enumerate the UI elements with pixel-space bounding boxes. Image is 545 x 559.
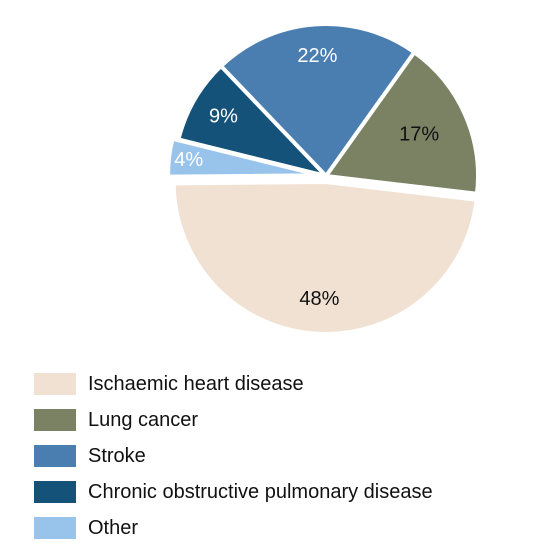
legend-label: Other (88, 516, 139, 539)
pie-slice-other (166, 136, 323, 179)
legend-label: Stroke (88, 444, 146, 467)
slice-label-other: 4% (174, 149, 203, 171)
slice-label-lung-cancer: 17% (399, 124, 439, 146)
pie-slice-stroke (218, 22, 417, 178)
legend-swatch (34, 481, 76, 503)
legend-item-stroke: Stroke (34, 438, 433, 474)
legend-swatch (34, 445, 76, 467)
slice-label-stroke: 22% (297, 45, 337, 67)
slice-label-copd: 9% (209, 106, 238, 128)
legend-item-lung-cancer: Lung cancer (34, 402, 433, 438)
pie-slice-ischaemic-heart-disease (171, 179, 479, 336)
legend-swatch (34, 373, 76, 395)
legend-swatch (34, 517, 76, 539)
legend-swatch (34, 409, 76, 431)
slice-label-ischaemic-heart-disease: 48% (299, 288, 339, 310)
legend-item-copd: Chronic obstructive pulmonary disease (34, 474, 433, 510)
legend-item-ischaemic-heart-disease: Ischaemic heart disease (34, 366, 433, 402)
legend-item-other: Other (34, 510, 433, 546)
legend-label: Lung cancer (88, 408, 199, 431)
pie-slice-lung-cancer (324, 50, 480, 196)
legend: Ischaemic heart disease Lung cancer Stro… (34, 366, 433, 546)
legend-label: Chronic obstructive pulmonary disease (88, 480, 433, 503)
legend-label: Ischaemic heart disease (88, 372, 304, 395)
